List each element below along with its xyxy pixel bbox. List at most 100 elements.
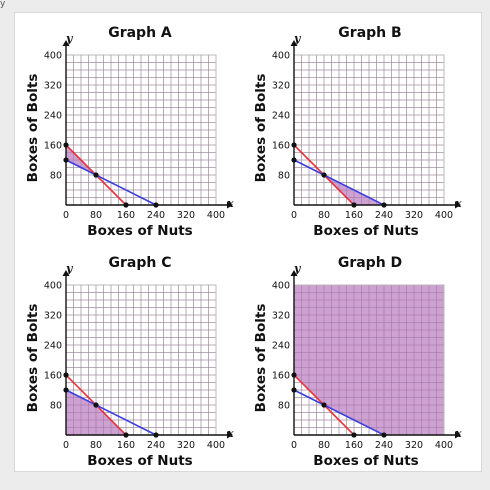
- graph-d-x-arrow: [455, 431, 461, 439]
- graph-b-x-tick-label: 0: [291, 210, 297, 221]
- graph-d-point: [321, 402, 327, 408]
- graph-c-x-tick-label: 80: [90, 440, 102, 451]
- graph-d-y-tick-label: 240: [272, 341, 290, 352]
- graph-b-xlabel: Boxes of Nuts: [313, 223, 418, 239]
- graph-a-x-arrow: [227, 201, 233, 209]
- graph-c-y-tick-label: 80: [50, 401, 62, 412]
- graph-a-blue-line: [65, 159, 157, 206]
- graph-b-x-tick-label: 160: [345, 210, 363, 221]
- graph-c-point: [153, 432, 159, 438]
- graph-b-ylabel: Boxes of Bolts: [253, 74, 269, 183]
- graph-b-x-tick-label: 80: [318, 210, 330, 221]
- graph-b-y-tick-label: 320: [272, 81, 290, 92]
- graph-b-plot-area: [293, 54, 445, 206]
- graph-b-y-tick-label: 80: [278, 171, 290, 182]
- graph-b-y-tick-label: 240: [272, 111, 290, 122]
- graph-a-x-tick-label: 320: [177, 210, 195, 221]
- graph-d-y-tick-label: 400: [272, 281, 290, 292]
- graph-a-x-tick-label: 0: [63, 210, 69, 221]
- graph-a-title: Graph A: [108, 25, 172, 41]
- graph-a-point: [93, 172, 99, 178]
- graph-d-x-tick-label: 0: [291, 440, 297, 451]
- graph-d-y-tick-label: 320: [272, 311, 290, 322]
- graph-a-x-tick-label: 80: [90, 210, 102, 221]
- graph-a-point: [63, 157, 69, 163]
- graph-d-x-tick-label: 160: [345, 440, 363, 451]
- graph-c-x-tick-label: 320: [177, 440, 195, 451]
- graph-d-point: [291, 387, 297, 393]
- graph-d-plot-area: [293, 284, 445, 436]
- graph-b-x-tick-label: 240: [375, 210, 393, 221]
- graph-a-y-arrow: [62, 40, 70, 46]
- graph-a-point: [153, 202, 159, 208]
- graph-c-x-arrow: [227, 431, 233, 439]
- graph-b-title: Graph B: [338, 25, 401, 41]
- graph-b-x-tick-label: 400: [435, 210, 453, 221]
- graph-c-y-tick-label: 160: [44, 371, 62, 382]
- graph-a-x-tick-label: 400: [207, 210, 225, 221]
- graph-c-blue-line: [65, 389, 157, 436]
- graph-a-y-tick-label: 240: [44, 111, 62, 122]
- graph-a-x-tick-label: 160: [117, 210, 135, 221]
- graph-d-y-var: y: [293, 262, 302, 275]
- graph-c-point: [63, 372, 69, 378]
- graph-a-plot-area: [65, 54, 217, 206]
- graph-d-x-tick-label: 320: [405, 440, 423, 451]
- graph-d-point: [291, 372, 297, 378]
- graph-b-y-tick-label: 160: [272, 141, 290, 152]
- graph-c-x-tick-label: 400: [207, 440, 225, 451]
- graph-d-blue-line: [293, 389, 385, 436]
- graph-c-x-tick-label: 240: [147, 440, 165, 451]
- graph-b-x-arrow: [455, 201, 461, 209]
- graph-c-xlabel: Boxes of Nuts: [87, 453, 192, 469]
- graph-b-blue-line: [293, 159, 385, 206]
- graph-c-y-arrow: [62, 270, 70, 276]
- graph-b-point: [381, 202, 387, 208]
- graph-c-y-tick-label: 320: [44, 311, 62, 322]
- graph-b-point: [351, 202, 357, 208]
- graph-c: Graph C Boxes of Nuts Boxes of Bolts x y…: [25, 255, 234, 469]
- graph-a: Graph A Boxes of Nuts Boxes of Bolts x y…: [25, 25, 234, 239]
- graph-a-x-tick-label: 240: [147, 210, 165, 221]
- graph-d-y-tick-label: 160: [272, 371, 290, 382]
- graph-b-point: [321, 172, 327, 178]
- graph-c-point: [93, 402, 99, 408]
- graph-d-xlabel: Boxes of Nuts: [313, 453, 418, 469]
- graph-c-title: Graph C: [109, 255, 172, 271]
- graph-c-point: [63, 387, 69, 393]
- graph-a-y-tick-label: 400: [44, 51, 62, 62]
- graph-d: Graph D Boxes of Nuts Boxes of Bolts x y…: [253, 255, 462, 469]
- graph-c-plot-area: [65, 284, 217, 436]
- graph-c-y-tick-label: 240: [44, 341, 62, 352]
- graph-d-x-tick-label: 400: [435, 440, 453, 451]
- graph-b-y-tick-label: 400: [272, 51, 290, 62]
- graph-a-y-var: y: [65, 32, 74, 45]
- graph-d-ylabel: Boxes of Bolts: [253, 304, 269, 413]
- graph-a-y-tick-label: 160: [44, 141, 62, 152]
- corner-glyph: y: [0, 0, 6, 9]
- graph-d-title: Graph D: [338, 255, 402, 271]
- graph-b-x-tick-label: 320: [405, 210, 423, 221]
- graph-b-point: [291, 157, 297, 163]
- graph-c-x-tick-label: 0: [63, 440, 69, 451]
- graph-a-point: [63, 142, 69, 148]
- graph-a-xlabel: Boxes of Nuts: [87, 223, 192, 239]
- graph-c-x-tick-label: 160: [117, 440, 135, 451]
- graph-d-x-tick-label: 240: [375, 440, 393, 451]
- graph-c-y-tick-label: 400: [44, 281, 62, 292]
- graph-a-y-tick-label: 320: [44, 81, 62, 92]
- graph-b-point: [291, 142, 297, 148]
- graph-b: Graph B Boxes of Nuts Boxes of Bolts x y…: [253, 25, 462, 239]
- graph-c-ylabel: Boxes of Bolts: [25, 304, 41, 413]
- graph-c-point: [123, 432, 129, 438]
- graph-d-x-tick-label: 80: [318, 440, 330, 451]
- graph-a-ylabel: Boxes of Bolts: [25, 74, 41, 183]
- graph-b-y-arrow: [290, 40, 298, 46]
- graph-c-y-var: y: [65, 262, 74, 275]
- graph-a-y-tick-label: 80: [50, 171, 62, 182]
- graph-d-point: [381, 432, 387, 438]
- graph-d-y-tick-label: 80: [278, 401, 290, 412]
- graph-d-y-arrow: [290, 270, 298, 276]
- graph-a-point: [123, 202, 129, 208]
